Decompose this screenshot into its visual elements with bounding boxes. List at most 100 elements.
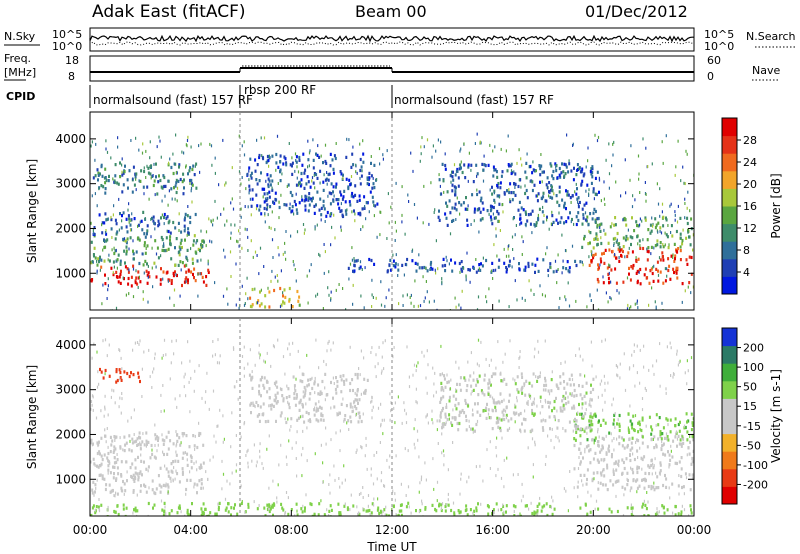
heatmap-cell	[466, 384, 469, 388]
heatmap-cell	[128, 202, 130, 206]
heatmap-cell	[629, 404, 631, 408]
heatmap-cell	[591, 415, 594, 419]
heatmap-cell	[291, 193, 294, 198]
heatmap-cell	[208, 407, 210, 411]
heatmap-cell	[130, 228, 133, 232]
heatmap-cell	[268, 290, 271, 294]
heatmap-cell	[566, 193, 569, 197]
heatmap-cell	[575, 354, 577, 357]
heatmap-cell	[471, 427, 474, 431]
heatmap-cell	[610, 268, 613, 272]
heatmap-cell	[301, 380, 304, 384]
heatmap-cell	[287, 400, 289, 404]
heatmap-cell	[686, 221, 689, 226]
heatmap-cell	[591, 217, 594, 221]
heatmap-cell	[313, 204, 316, 208]
heatmap-cell	[314, 225, 316, 229]
heatmap-cell	[583, 429, 586, 433]
heatmap-cell	[205, 275, 208, 279]
heatmap-cell	[205, 230, 208, 234]
heatmap-cell	[675, 266, 678, 270]
heatmap-cell	[101, 231, 104, 235]
heatmap-cell	[366, 467, 368, 471]
heatmap-cell	[163, 222, 165, 226]
heatmap-cell	[596, 277, 599, 282]
heatmap-cell	[315, 172, 318, 177]
heatmap-cell	[544, 376, 546, 380]
heatmap-cell	[520, 387, 523, 391]
heatmap-cell	[481, 264, 484, 268]
heatmap-cell	[529, 222, 532, 226]
heatmap-cell	[614, 412, 616, 416]
heatmap-cell	[313, 408, 316, 412]
heatmap-cell	[589, 390, 592, 394]
heatmap-cell	[371, 293, 373, 297]
heatmap-cell	[531, 402, 534, 406]
heatmap-cell	[453, 185, 456, 189]
heatmap-cell	[629, 235, 632, 239]
heatmap-cell	[542, 191, 545, 195]
heatmap-cell	[577, 203, 580, 206]
heatmap-cell	[116, 458, 119, 462]
heatmap-cell	[508, 399, 510, 403]
heatmap-cell	[92, 176, 95, 180]
heatmap-cell	[655, 305, 657, 309]
heatmap-cell	[293, 263, 295, 267]
heatmap-cell	[533, 397, 535, 401]
heatmap-cell	[644, 471, 647, 475]
heatmap-cell	[300, 171, 303, 176]
heatmap-cell	[169, 243, 172, 247]
heatmap-cell	[554, 259, 557, 263]
heatmap-cell	[344, 502, 346, 506]
heatmap-cell	[129, 236, 132, 240]
heatmap-cell	[492, 174, 495, 178]
heatmap-cell	[282, 397, 285, 401]
heatmap-cell	[604, 421, 607, 425]
heatmap-cell	[480, 196, 483, 200]
heatmap-cell	[542, 258, 545, 262]
heatmap-cell	[98, 187, 100, 191]
heatmap-cell	[658, 256, 661, 260]
heatmap-cell	[502, 417, 504, 421]
heatmap-cell	[277, 165, 280, 169]
heatmap-cell	[535, 221, 538, 225]
heatmap-cell	[456, 167, 459, 172]
heatmap-cell	[478, 364, 480, 368]
heatmap-cell	[272, 513, 274, 516]
heatmap-cell	[114, 163, 117, 167]
heatmap-cell	[212, 223, 214, 227]
heatmap-cell	[134, 458, 137, 462]
heatmap-cell	[389, 258, 392, 262]
heatmap-cell	[142, 432, 144, 436]
heatmap-cell	[142, 263, 145, 267]
heatmap-cell	[247, 235, 249, 239]
heatmap-cell	[654, 512, 657, 516]
heatmap-cell	[463, 376, 466, 380]
heatmap-cell	[256, 460, 258, 464]
heatmap-cell	[356, 505, 358, 509]
heatmap-cell	[446, 373, 448, 377]
heatmap-cell	[584, 412, 587, 416]
heatmap-cell	[451, 206, 454, 210]
heatmap-cell	[191, 257, 194, 261]
y-tick-label: 1000	[55, 266, 86, 280]
heatmap-cell	[113, 265, 115, 269]
heatmap-cell	[646, 445, 649, 449]
heatmap-cell	[359, 411, 361, 415]
heatmap-cell	[598, 190, 600, 194]
heatmap-cell	[624, 388, 627, 392]
heatmap-cell	[279, 160, 282, 164]
heatmap-cell	[365, 217, 367, 221]
heatmap-cell	[119, 161, 121, 165]
heatmap-cell	[458, 511, 461, 515]
heatmap-cell	[145, 444, 147, 448]
heatmap-cell	[523, 268, 526, 272]
heatmap-cell	[472, 180, 475, 184]
heatmap-cell	[600, 473, 603, 477]
heatmap-cell	[578, 200, 581, 205]
heatmap-cell	[278, 463, 280, 467]
heatmap-cell	[352, 388, 354, 393]
heatmap-cell	[584, 218, 587, 222]
heatmap-cell	[176, 472, 179, 476]
heatmap-cell	[119, 445, 122, 449]
